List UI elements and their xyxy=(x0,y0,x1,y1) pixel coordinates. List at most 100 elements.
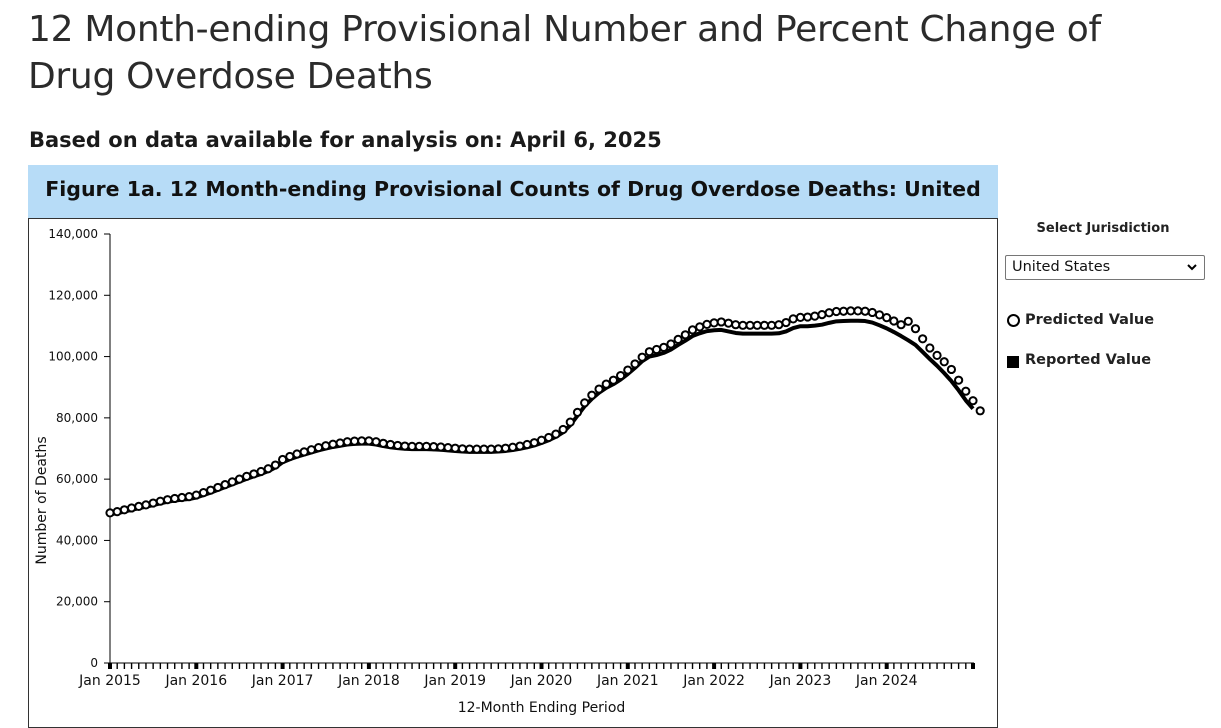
predicted-value-point xyxy=(932,350,942,360)
predicted-value-point xyxy=(206,485,216,495)
predicted-value-point xyxy=(903,316,913,326)
predicted-value-point xyxy=(407,441,417,451)
reported-value-line xyxy=(109,318,975,517)
predicted-value-point xyxy=(939,357,949,367)
predicted-value-point xyxy=(321,441,331,451)
predicted-value-point xyxy=(436,442,446,452)
predicted-value-point xyxy=(961,386,971,396)
x-tick-label: Jan 2023 xyxy=(769,673,832,689)
y-tick-label: 120,000 xyxy=(48,288,98,302)
predicted-value-point xyxy=(594,384,604,394)
predicted-value-point xyxy=(954,375,964,385)
predicted-value-point xyxy=(126,503,137,513)
predicted-value-point xyxy=(637,352,647,362)
predicted-value-point xyxy=(414,441,424,451)
x-tick-label: Jan 2022 xyxy=(682,673,745,689)
legend-predicted-label: Predicted Value xyxy=(1025,312,1155,328)
figure-header: Figure 1a. 12 Month-ending Provisional C… xyxy=(28,165,998,218)
predicted-value-point xyxy=(256,466,266,477)
predicted-value-point xyxy=(371,437,381,447)
predicted-value-point xyxy=(838,306,849,316)
predicted-value-point xyxy=(508,442,518,452)
chevron-down-icon xyxy=(1187,264,1197,271)
predicted-value-point xyxy=(306,445,316,455)
predicted-value-point xyxy=(774,320,784,330)
predicted-value-point xyxy=(450,443,460,453)
predicted-value-point xyxy=(285,451,295,462)
predicted-value-point xyxy=(227,477,237,487)
y-tick-label: 100,000 xyxy=(48,350,98,364)
x-tick-label: Jan 2024 xyxy=(855,673,918,689)
predicted-value-point xyxy=(134,501,144,512)
predicted-value-point xyxy=(551,429,561,439)
predicted-value-point xyxy=(659,342,669,352)
predicted-value-point xyxy=(184,492,194,502)
predicted-value-point xyxy=(896,320,906,330)
predicted-value-point xyxy=(558,424,568,435)
jurisdiction-select-value: United States xyxy=(1012,259,1111,275)
predicted-value-point xyxy=(213,482,223,493)
predicted-value-point xyxy=(817,309,827,320)
predicted-value-point xyxy=(925,343,935,353)
predicted-value-point xyxy=(536,435,547,445)
data-availability-subtitle: Based on data available for analysis on:… xyxy=(29,128,662,152)
x-tick-label: Jan 2016 xyxy=(164,673,227,689)
legend-reported-label: Reported Value xyxy=(1025,352,1152,368)
predicted-value-point xyxy=(882,313,892,323)
x-tick-label: Jan 2017 xyxy=(251,673,314,689)
predicted-value-point xyxy=(443,442,453,453)
predicted-value-point xyxy=(723,318,734,328)
predicted-value-point xyxy=(565,417,575,427)
predicted-value-point xyxy=(464,444,475,454)
predicted-value-point xyxy=(572,407,583,417)
predicted-value-point xyxy=(170,493,180,504)
select-jurisdiction-label: Select Jurisdiction xyxy=(1036,221,1170,236)
predicted-value-point xyxy=(802,312,813,322)
predicted-value-point xyxy=(702,319,712,330)
predicted-value-point xyxy=(148,498,158,508)
predicted-value-point xyxy=(630,359,640,369)
predicted-value-point xyxy=(162,495,173,505)
predicted-value-point xyxy=(141,500,151,510)
jurisdiction-select[interactable]: United States xyxy=(1005,255,1205,280)
x-tick-label: Jan 2019 xyxy=(423,673,486,689)
predicted-value-point xyxy=(155,496,165,506)
predicted-value-point xyxy=(299,447,309,457)
predicted-value-point xyxy=(112,507,122,517)
predicted-value-point xyxy=(357,436,367,446)
open-circle-icon xyxy=(1007,314,1020,327)
y-tick-label: 60,000 xyxy=(56,472,98,486)
predicted-value-point xyxy=(781,317,791,328)
predicted-value-point xyxy=(393,440,403,451)
predicted-value-point xyxy=(695,322,705,332)
predicted-value-point xyxy=(616,370,626,381)
predicted-value-point xyxy=(457,444,467,454)
predicted-value-point xyxy=(278,454,288,465)
predicted-value-point xyxy=(587,390,597,400)
predicted-value-point xyxy=(745,320,755,330)
predicted-value-point xyxy=(421,441,432,451)
predicted-value-point xyxy=(975,406,985,416)
predicted-value-point xyxy=(580,398,590,408)
predicted-value-point xyxy=(263,464,273,474)
predicted-value-point xyxy=(522,439,532,450)
predicted-value-point xyxy=(752,320,762,330)
predicted-value-point xyxy=(119,505,129,515)
predicted-value-point xyxy=(795,312,806,322)
x-tick-label: Jan 2020 xyxy=(510,673,573,689)
predicted-value-point xyxy=(788,314,798,324)
predicted-value-point xyxy=(493,444,503,454)
predicted-value-point xyxy=(874,310,885,320)
predicted-value-point xyxy=(810,311,820,321)
predicted-value-point xyxy=(220,480,230,490)
figure-title: Figure 1a. 12 Month-ending Provisional C… xyxy=(45,177,981,201)
predicted-value-point xyxy=(867,307,877,318)
predicted-value-point xyxy=(731,320,741,330)
predicted-value-point xyxy=(846,306,856,316)
line-chart: 0 20,000 40,000 60,000 80,000 100,000 120,000 1… xyxy=(34,227,985,716)
predicted-value-point xyxy=(968,396,978,406)
filled-square-icon xyxy=(1007,356,1019,368)
predicted-value-point xyxy=(364,436,374,446)
predicted-value-point xyxy=(651,344,662,355)
x-tick-label: Jan 2015 xyxy=(78,673,141,689)
